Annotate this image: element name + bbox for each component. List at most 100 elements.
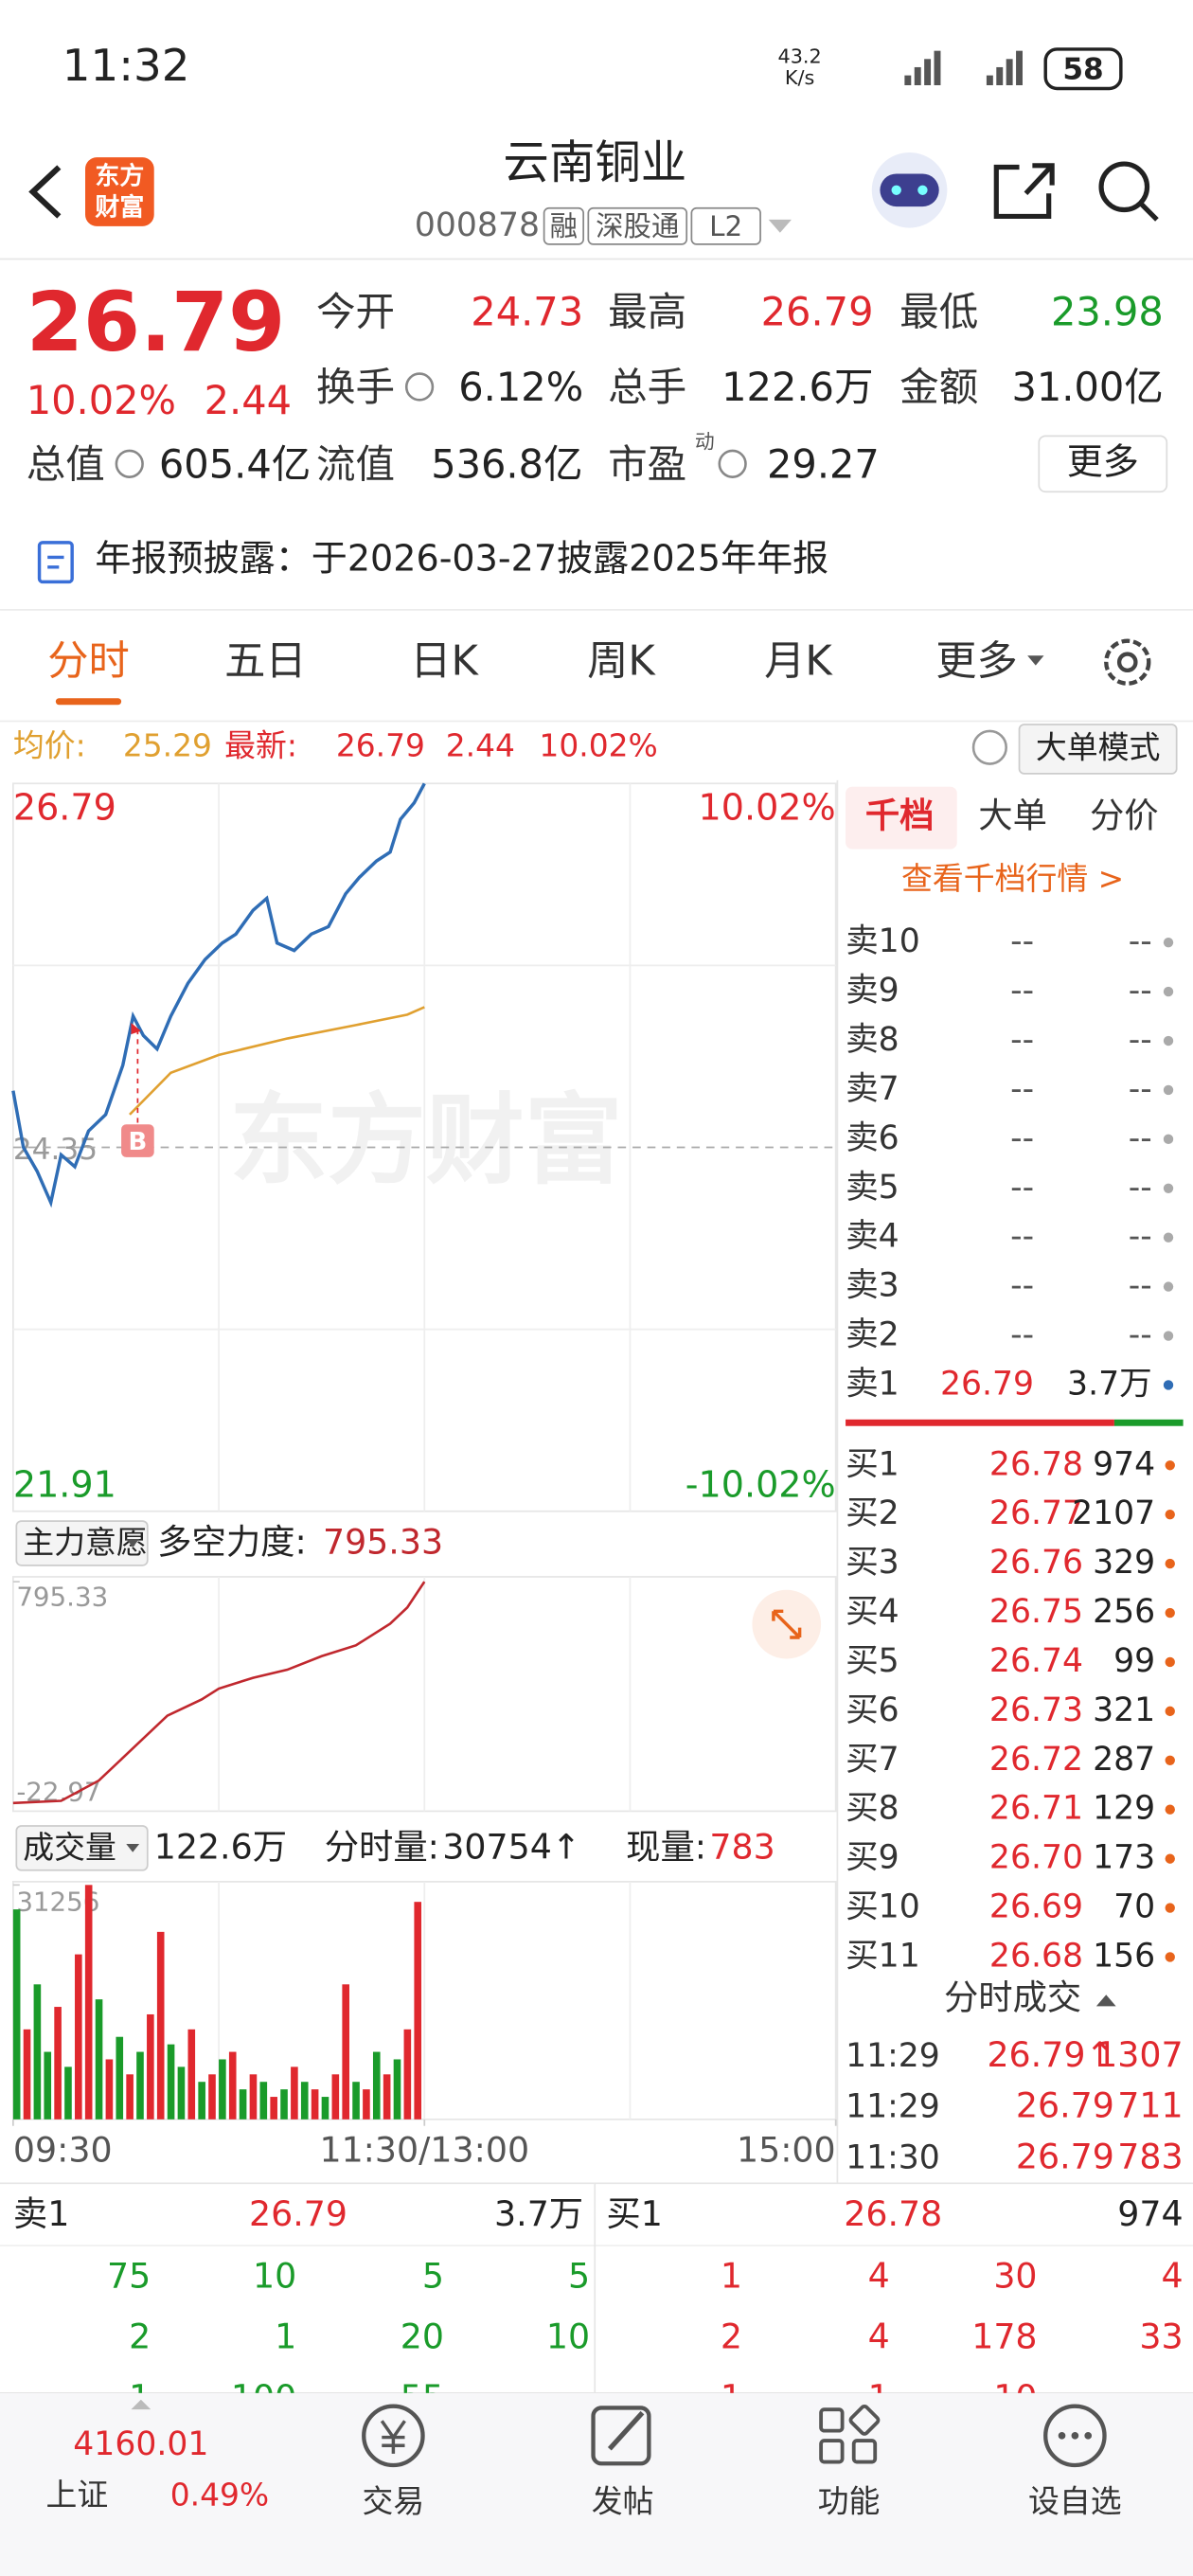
bid-level: 买6 bbox=[846, 1691, 899, 1729]
trade-volume: 783 bbox=[1117, 2136, 1183, 2176]
func-icon[interactable] bbox=[819, 2407, 845, 2433]
bid-bar bbox=[1113, 1419, 1184, 1426]
latest-label: 最新: bbox=[224, 727, 297, 764]
index-name[interactable]: 上证 bbox=[45, 2476, 108, 2513]
bid-price: 26.71 bbox=[989, 1790, 1083, 1828]
field-label: 总值 bbox=[27, 440, 105, 487]
notice[interactable]: 年报预披露：于2026-03-27披露2025年年报 bbox=[95, 537, 828, 579]
ask-price: -- bbox=[1010, 972, 1034, 1010]
change-pct: 10.02% bbox=[27, 377, 176, 423]
logo[interactable] bbox=[85, 157, 154, 226]
indicator-value: 795.33 bbox=[323, 1521, 443, 1562]
dropdown bbox=[126, 1844, 140, 1852]
func-icon bbox=[819, 2439, 845, 2464]
trade-price: 26.79 bbox=[1016, 2136, 1114, 2176]
trades-title[interactable]: 分时成交 bbox=[944, 1977, 1081, 2017]
nav-item[interactable]: 设自选 bbox=[1028, 2482, 1122, 2519]
pct-label: 10.02% bbox=[699, 786, 836, 828]
volume-bar bbox=[147, 2013, 154, 2120]
post-icon[interactable] bbox=[591, 2406, 651, 2466]
nav-item[interactable]: 功能 bbox=[818, 2482, 881, 2519]
y-tick-label: 24.35 bbox=[13, 1133, 98, 1167]
volume-name[interactable]: 成交量 bbox=[23, 1829, 116, 1866]
tab[interactable]: 周K bbox=[587, 637, 656, 685]
more-button[interactable] bbox=[1038, 435, 1168, 493]
net-unit: K/s bbox=[785, 66, 814, 89]
bid-volume: 129 bbox=[1093, 1790, 1155, 1828]
tab[interactable]: 五日 bbox=[224, 637, 307, 685]
dropdown[interactable] bbox=[768, 219, 792, 233]
mode-button-label[interactable]: 大单模式 bbox=[1036, 728, 1161, 765]
tag-box bbox=[543, 206, 585, 245]
ask-level: 卖5 bbox=[846, 1169, 899, 1207]
bid-price: 26.75 bbox=[989, 1593, 1083, 1631]
nav-item[interactable]: 交易 bbox=[363, 2482, 425, 2519]
indicator-name[interactable]: 主力意愿 bbox=[23, 1524, 148, 1561]
trade-price: 26.79 bbox=[1016, 2085, 1114, 2126]
trade-icon bbox=[380, 2420, 406, 2454]
trade-icon[interactable] bbox=[362, 2404, 425, 2468]
field-value: 26.79 bbox=[761, 288, 874, 334]
mode-button[interactable] bbox=[1018, 724, 1178, 775]
back-icon[interactable] bbox=[28, 165, 62, 219]
ask-price: -- bbox=[1010, 1021, 1034, 1059]
index-value[interactable]: 4160.01 bbox=[73, 2425, 208, 2463]
field-label: 金额 bbox=[899, 364, 978, 410]
depth-level: 买1 bbox=[606, 2193, 662, 2234]
tab[interactable]: 月K bbox=[764, 637, 833, 685]
share-icon[interactable] bbox=[993, 163, 1055, 220]
tab[interactable]: 更多 bbox=[935, 637, 1018, 685]
volume-bar bbox=[249, 2074, 258, 2120]
depth-order: 1 bbox=[275, 2317, 296, 2357]
bid-volume: 173 bbox=[1093, 1839, 1155, 1877]
settings-icon[interactable] bbox=[1104, 638, 1151, 686]
book-link[interactable]: 查看千档行情 > bbox=[901, 860, 1124, 897]
ask-level: 卖4 bbox=[846, 1218, 899, 1256]
book-tab[interactable]: 分价 bbox=[1090, 796, 1159, 836]
level-dot bbox=[1163, 1380, 1174, 1390]
volume-bar bbox=[64, 2066, 72, 2120]
bid-level: 买3 bbox=[846, 1544, 899, 1582]
ask-level: 卖2 bbox=[846, 1316, 899, 1354]
index-pct[interactable]: 0.49% bbox=[170, 2476, 269, 2513]
dropdown bbox=[1027, 655, 1044, 666]
volume-bar bbox=[136, 2051, 144, 2120]
bid-level: 买11 bbox=[846, 1937, 920, 1975]
trade-time: 11:29 bbox=[846, 2037, 940, 2075]
latest-pct: 10.02% bbox=[539, 727, 657, 764]
indicator-label: 多空力度: bbox=[157, 1521, 307, 1562]
level-dot bbox=[1165, 1853, 1175, 1864]
field-label: 最低 bbox=[899, 288, 978, 334]
clock: 11:32 bbox=[62, 41, 190, 92]
tab[interactable]: 分时 bbox=[47, 637, 130, 685]
y-tick-label: 21.91 bbox=[13, 1463, 116, 1505]
book-tab[interactable]: 大单 bbox=[978, 796, 1047, 836]
level-dot bbox=[1165, 1755, 1175, 1765]
volume-total: 122.6万 bbox=[154, 1826, 287, 1867]
level-dot bbox=[1165, 1706, 1175, 1717]
volume-bar bbox=[300, 2082, 309, 2120]
field-value: 605.4亿 bbox=[159, 440, 311, 487]
search-icon[interactable] bbox=[1098, 161, 1150, 213]
indicator-select[interactable] bbox=[15, 1520, 149, 1566]
depth-order: 1 bbox=[721, 2256, 742, 2297]
help-icon[interactable] bbox=[971, 729, 1007, 765]
book-tab[interactable]: 千档 bbox=[865, 796, 935, 836]
depth-price: 26.78 bbox=[844, 2193, 942, 2234]
series-line bbox=[12, 1581, 426, 1805]
buy-arrow bbox=[131, 1022, 141, 1035]
volume-bar bbox=[239, 2089, 247, 2120]
volume-select[interactable] bbox=[15, 1825, 149, 1871]
nav-item[interactable]: 发帖 bbox=[592, 2482, 654, 2519]
caret bbox=[131, 2399, 151, 2410]
volume-bar bbox=[372, 2051, 381, 2120]
watch-icon[interactable] bbox=[1043, 2404, 1107, 2468]
bid-volume: 287 bbox=[1093, 1741, 1155, 1779]
more-button-label[interactable]: 更多 bbox=[1067, 440, 1139, 482]
volume-bar bbox=[342, 1984, 349, 2120]
tab[interactable]: 日K bbox=[410, 637, 479, 685]
bid-volume: 974 bbox=[1093, 1445, 1155, 1483]
depth-order: 75 bbox=[107, 2256, 151, 2297]
buy-marker bbox=[121, 1124, 154, 1157]
